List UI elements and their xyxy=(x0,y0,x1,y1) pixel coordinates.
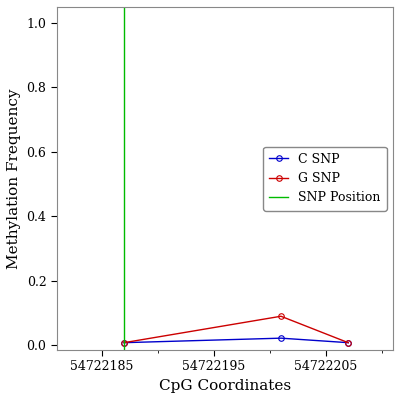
Legend: C SNP, G SNP, SNP Position: C SNP, G SNP, SNP Position xyxy=(263,146,387,210)
C SNP xyxy=(278,336,283,340)
Line: G SNP: G SNP xyxy=(121,314,351,346)
G SNP xyxy=(278,314,283,319)
G SNP xyxy=(346,340,351,345)
C SNP xyxy=(346,340,351,345)
G SNP xyxy=(122,340,126,345)
Line: C SNP: C SNP xyxy=(121,335,351,346)
X-axis label: CpG Coordinates: CpG Coordinates xyxy=(159,379,291,393)
C SNP xyxy=(122,340,126,345)
Y-axis label: Methylation Frequency: Methylation Frequency xyxy=(7,88,21,269)
